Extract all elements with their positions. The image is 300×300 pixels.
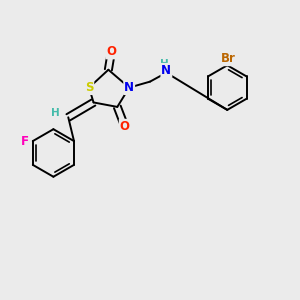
Text: S: S [85, 81, 93, 94]
Text: O: O [106, 45, 116, 58]
Text: N: N [161, 64, 171, 77]
Text: Br: Br [221, 52, 236, 65]
Text: H: H [50, 108, 59, 118]
Text: O: O [120, 120, 130, 133]
Text: N: N [124, 81, 134, 94]
Text: H: H [160, 59, 169, 69]
Text: F: F [20, 135, 28, 148]
